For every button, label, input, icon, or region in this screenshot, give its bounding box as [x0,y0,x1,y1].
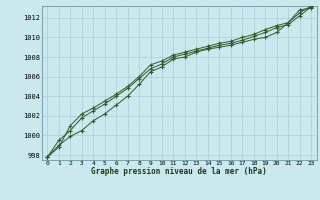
X-axis label: Graphe pression niveau de la mer (hPa): Graphe pression niveau de la mer (hPa) [91,167,267,176]
